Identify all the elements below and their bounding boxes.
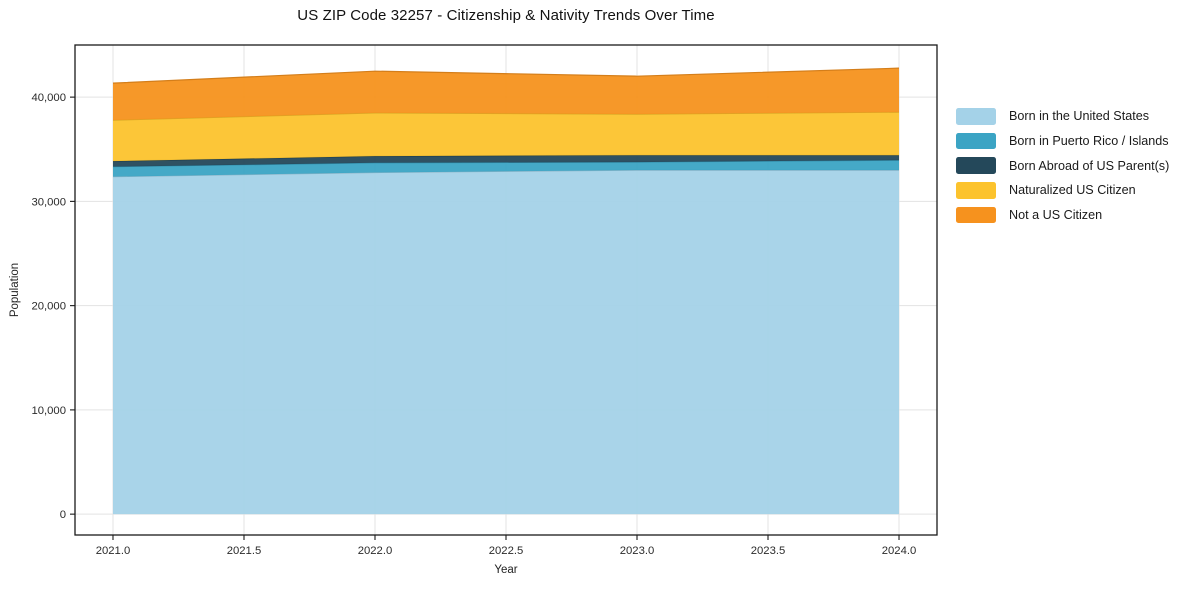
legend-item-born-in-the-united-states: Born in the United States	[956, 104, 1169, 129]
area-not-a-us-citizen	[112, 68, 900, 121]
area-born-abroad-of-us-parent-s	[112, 155, 900, 167]
x-tick-label: 2021.0	[96, 545, 131, 557]
area-born-in-the-united-states	[112, 170, 900, 515]
y-tick-label: 20,000	[31, 301, 66, 313]
legend-swatch	[956, 206, 996, 224]
legend-item-born-abroad-of-us-parent-s: Born Abroad of US Parent(s)	[956, 153, 1169, 178]
legend-label: Born Abroad of US Parent(s)	[1009, 158, 1170, 173]
y-tick-label: 40,000	[31, 92, 66, 104]
legend-label: Not a US Citizen	[1009, 208, 1103, 223]
x-tick-label: 2024.0	[882, 545, 917, 557]
legend-item-not-a-us-citizen: Not a US Citizen	[956, 203, 1169, 228]
x-tick-label: 2023.5	[751, 545, 786, 557]
x-tick-label: 2022.0	[358, 545, 393, 557]
legend-label: Born in the United States	[1009, 109, 1150, 124]
legend-label: Naturalized US Citizen	[1009, 183, 1136, 198]
legend-item-naturalized-us-citizen: Naturalized US Citizen	[956, 178, 1169, 203]
chart-title: US ZIP Code 32257 - Citizenship & Nativi…	[297, 7, 715, 24]
legend-label: Born in Puerto Rico / Islands	[1009, 134, 1169, 149]
legend-item-born-in-puerto-rico-islands: Born in Puerto Rico / Islands	[956, 129, 1169, 154]
x-tick-label: 2023.0	[620, 545, 655, 557]
legend-swatch	[956, 132, 996, 150]
y-tick-label: 30,000	[31, 196, 66, 208]
legend: Born in the United States Born in Puerto …	[956, 104, 1169, 227]
legend-swatch	[956, 157, 996, 174]
x-tick-label: 2022.5	[489, 545, 524, 557]
area-edge-not-a-us-citizen	[112, 67, 900, 84]
area-naturalized-us-citizen	[112, 112, 900, 162]
y-tick-label: 10,000	[31, 405, 66, 417]
x-tick-label: 2021.5	[227, 545, 262, 557]
x-axis-label: Year	[494, 564, 518, 576]
legend-swatch	[956, 108, 996, 125]
legend-swatch	[956, 182, 996, 199]
y-axis-label: Population	[9, 262, 21, 318]
y-tick-label: 0	[60, 509, 66, 521]
